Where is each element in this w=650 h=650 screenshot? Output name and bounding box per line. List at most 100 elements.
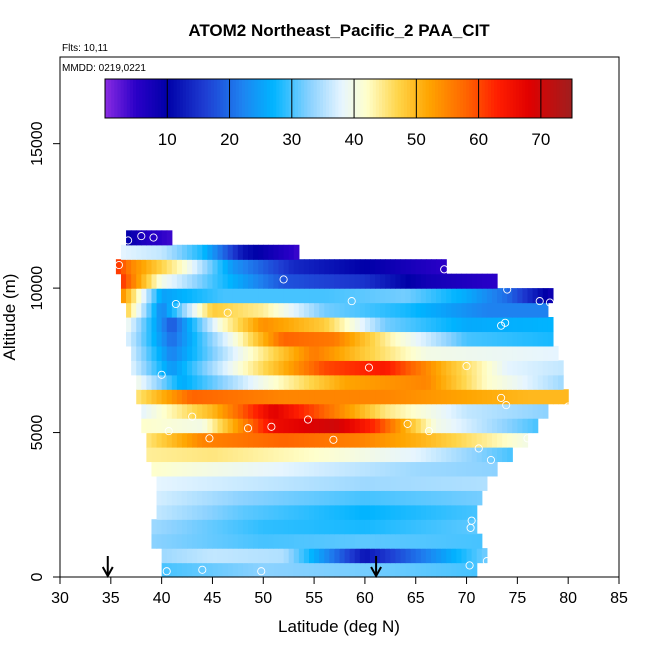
heatmap-cell [298, 403, 305, 419]
heatmap-cell [446, 418, 452, 434]
y-tick-label: 15000 [29, 121, 46, 166]
heatmap-cell [176, 345, 183, 361]
colorbar-segment [550, 79, 554, 118]
heatmap-cell [486, 331, 493, 347]
heatmap-cell [375, 504, 381, 520]
heatmap-cell [456, 403, 463, 419]
heatmap-cell [339, 418, 346, 434]
heatmap-cell [237, 475, 244, 491]
heatmap-cell [187, 418, 193, 434]
heatmap-cell [491, 360, 498, 376]
heatmap-cell [405, 273, 412, 289]
heatmap-cell [146, 374, 153, 390]
heatmap-cell [263, 432, 269, 448]
heatmap-cell [273, 360, 280, 376]
heatmap-cell [258, 389, 264, 405]
colorbar-segment [114, 79, 118, 118]
colorbar-segment [400, 79, 405, 118]
heatmap-cell [385, 533, 391, 549]
heatmap-cell [334, 288, 341, 304]
heatmap-cell [451, 418, 457, 434]
heatmap-cell [380, 533, 386, 549]
heatmap-cell [375, 345, 381, 361]
heatmap-cell [192, 360, 198, 376]
heatmap-cell [212, 548, 219, 564]
heatmap-cell [197, 548, 203, 564]
heatmap-cell [547, 331, 554, 347]
heatmap-cell [232, 273, 239, 289]
heatmap-cell [309, 490, 315, 506]
heatmap-cell [476, 317, 483, 333]
heatmap-cell [237, 244, 244, 260]
heatmap-cell [380, 273, 386, 289]
heatmap-cell [532, 288, 539, 304]
heatmap-cell [151, 230, 158, 246]
heatmap-cell [156, 273, 163, 289]
heatmap-cell [253, 317, 259, 333]
heatmap-cell [390, 548, 396, 564]
heatmap-cell [263, 331, 269, 347]
heatmap-cell [364, 389, 371, 405]
heatmap-cell [369, 475, 376, 491]
heatmap-cell [161, 475, 168, 491]
heatmap-cell [334, 533, 341, 549]
heatmap-cell [481, 331, 488, 347]
heatmap-cell [207, 244, 214, 260]
heatmap-cell [242, 519, 249, 535]
heatmap-cell [334, 490, 341, 506]
heatmap-cell [181, 403, 188, 419]
heatmap-cell [202, 475, 208, 491]
heatmap-cell [217, 259, 224, 275]
heatmap-cell [146, 447, 153, 463]
heatmap-cell [425, 519, 432, 535]
heatmap-cell [166, 331, 173, 347]
heatmap-cell [497, 403, 503, 419]
heatmap-cell [420, 475, 427, 491]
heatmap-cell [232, 475, 239, 491]
heatmap-cell [410, 447, 417, 463]
colorbar-segment [288, 79, 293, 118]
heatmap-cell [354, 288, 361, 304]
heatmap-cell [217, 345, 224, 361]
heatmap-cell [151, 288, 158, 304]
heatmap-cell [202, 533, 208, 549]
heatmap-cell [212, 273, 219, 289]
colorbar-segment [416, 79, 420, 118]
heatmap-cell [217, 432, 224, 448]
heatmap-cell [120, 244, 127, 260]
heatmap-cell [293, 461, 300, 477]
heatmap-cell [207, 447, 214, 463]
heatmap-cell [385, 432, 391, 448]
heatmap-cell [166, 302, 173, 318]
heatmap-cell [258, 331, 264, 347]
heatmap-cell [248, 403, 254, 419]
heatmap-cell [527, 403, 534, 419]
heatmap-cell [146, 345, 153, 361]
heatmap-cell [441, 475, 447, 491]
heatmap-cell [405, 490, 412, 506]
heatmap-cell [324, 259, 330, 275]
heatmap-cell [502, 360, 508, 376]
heatmap-cell [309, 447, 315, 463]
colorbar-segment [363, 79, 368, 118]
heatmap-cell [258, 259, 264, 275]
heatmap-cell [461, 562, 468, 578]
heatmap-cell [207, 259, 214, 275]
heatmap-cell [273, 317, 280, 333]
heatmap-cell [344, 475, 351, 491]
heatmap-cell [395, 302, 402, 318]
heatmap-cell [329, 562, 336, 578]
heatmap-cell [420, 288, 427, 304]
heatmap-cell [217, 418, 224, 434]
heatmap-cell [334, 418, 341, 434]
colorbar-segment [484, 79, 489, 118]
heatmap-cell [268, 389, 275, 405]
heatmap-cell [248, 533, 254, 549]
heatmap-cell [288, 244, 295, 260]
heatmap-cell [451, 331, 457, 347]
heatmap-cell [268, 490, 275, 506]
heatmap-cell [441, 273, 447, 289]
heatmap-cell [263, 533, 269, 549]
heatmap-cell [369, 345, 376, 361]
heatmap-cell [166, 389, 173, 405]
